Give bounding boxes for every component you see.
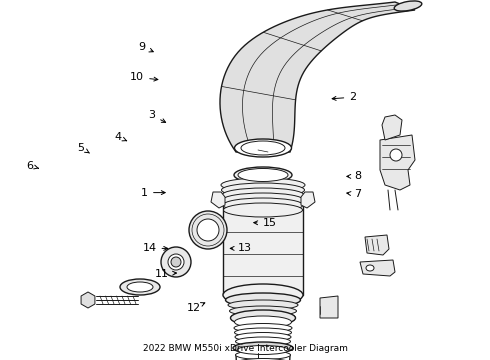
Ellipse shape: [241, 141, 285, 155]
Ellipse shape: [237, 346, 289, 355]
Ellipse shape: [234, 167, 292, 183]
Polygon shape: [301, 192, 315, 208]
Text: 7: 7: [347, 189, 361, 199]
Polygon shape: [320, 296, 338, 318]
Ellipse shape: [197, 219, 219, 241]
Ellipse shape: [234, 324, 292, 333]
Ellipse shape: [221, 178, 305, 192]
Ellipse shape: [236, 351, 291, 360]
Ellipse shape: [229, 306, 296, 316]
Ellipse shape: [233, 342, 293, 354]
Polygon shape: [360, 260, 395, 276]
Ellipse shape: [223, 284, 303, 306]
Text: 4: 4: [114, 132, 126, 142]
Text: 8: 8: [347, 171, 361, 181]
Text: 15: 15: [254, 218, 276, 228]
Ellipse shape: [366, 265, 374, 271]
Text: 11: 11: [155, 269, 176, 279]
Text: 10: 10: [130, 72, 158, 82]
Text: 5: 5: [77, 143, 90, 153]
Text: 14: 14: [143, 243, 168, 253]
Text: 6: 6: [26, 161, 38, 171]
Text: 2022 BMW M550i xDrive Intercooler Diagram: 2022 BMW M550i xDrive Intercooler Diagra…: [143, 344, 347, 353]
Ellipse shape: [161, 247, 191, 277]
Polygon shape: [380, 135, 415, 190]
Polygon shape: [382, 115, 402, 140]
Ellipse shape: [223, 198, 303, 212]
Ellipse shape: [228, 300, 298, 310]
Ellipse shape: [222, 193, 303, 207]
Polygon shape: [211, 192, 225, 208]
Ellipse shape: [235, 333, 291, 342]
Polygon shape: [81, 292, 95, 308]
Polygon shape: [220, 2, 415, 152]
Ellipse shape: [223, 203, 302, 217]
Ellipse shape: [225, 293, 300, 307]
Text: 2: 2: [332, 92, 356, 102]
Ellipse shape: [171, 257, 181, 267]
Ellipse shape: [168, 254, 184, 270]
Ellipse shape: [231, 312, 295, 322]
Ellipse shape: [189, 211, 227, 249]
Ellipse shape: [236, 337, 291, 346]
Ellipse shape: [230, 310, 295, 326]
Ellipse shape: [235, 328, 292, 337]
Ellipse shape: [221, 183, 304, 197]
Ellipse shape: [238, 168, 288, 181]
Polygon shape: [365, 235, 389, 255]
Ellipse shape: [394, 1, 422, 11]
Text: 12: 12: [187, 303, 205, 313]
Ellipse shape: [222, 188, 304, 202]
Bar: [223, 195, 303, 295]
Text: 13: 13: [230, 243, 252, 253]
Ellipse shape: [120, 279, 160, 295]
Ellipse shape: [390, 149, 402, 161]
Text: 3: 3: [148, 110, 166, 122]
Text: 1: 1: [141, 188, 165, 198]
Ellipse shape: [235, 316, 292, 328]
Text: 9: 9: [139, 42, 153, 52]
Ellipse shape: [236, 359, 290, 360]
Ellipse shape: [223, 184, 303, 206]
Ellipse shape: [235, 139, 292, 157]
Ellipse shape: [127, 282, 153, 292]
